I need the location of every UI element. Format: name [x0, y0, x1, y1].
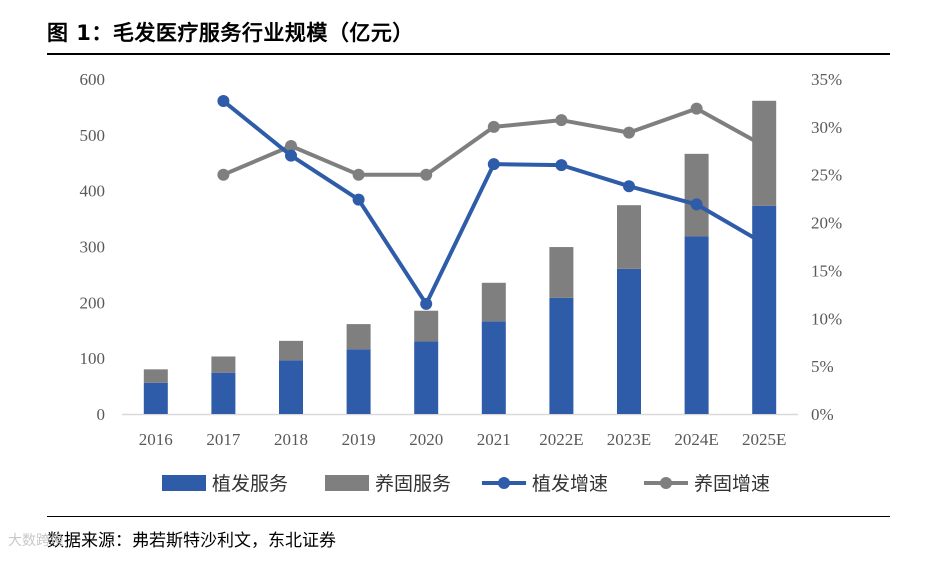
- point-hair-care-growth: [420, 168, 433, 181]
- bar-hair-care: [752, 100, 777, 206]
- point-hair-care-growth: [217, 168, 230, 181]
- point-hair-transplant-growth: [487, 158, 500, 171]
- point-hair-care-growth: [352, 168, 365, 181]
- point-hair-transplant-growth: [555, 159, 568, 172]
- bar-hair-transplant: [481, 321, 506, 414]
- right-tick-label: 20%: [811, 214, 842, 233]
- right-tick-label: 35%: [811, 70, 842, 89]
- bar-series: [143, 100, 777, 414]
- point-hair-transplant-growth: [285, 149, 297, 162]
- x-axis: 2016 2017 2018 2019 2020 2021 2022E 2023E 2024E 2…: [139, 430, 787, 449]
- bar-hair-care: [346, 324, 371, 350]
- point-hair-transplant-growth: [352, 193, 365, 206]
- point-hair-care-growth: [285, 140, 297, 152]
- bar-hair-transplant: [279, 360, 303, 414]
- bar-hair-care: [549, 247, 574, 298]
- top-rule: [47, 53, 890, 55]
- x-tick-label: 2018: [274, 430, 308, 449]
- point-hair-care-growth: [555, 114, 568, 127]
- legend-label: 植发服务: [212, 473, 288, 495]
- left-tick-label: 100: [80, 349, 106, 368]
- right-tick-label: 25%: [811, 166, 842, 185]
- bar-hair-care: [617, 205, 641, 269]
- watermark: 大数跨境: [8, 533, 64, 549]
- left-tick-label: 200: [80, 293, 106, 312]
- legend-swatch-hair-care: [325, 475, 369, 491]
- x-tick-label: 2020: [409, 430, 443, 449]
- x-tick-label: 2019: [342, 430, 376, 449]
- left-tick-label: 300: [80, 238, 106, 257]
- bar-hair-care: [143, 369, 168, 383]
- right-tick-label: 15%: [811, 261, 842, 280]
- bar-hair-transplant: [414, 341, 439, 414]
- left-tick-label: 600: [80, 70, 106, 89]
- x-tick-label: 2025E: [742, 430, 786, 449]
- x-tick-label: 2023E: [607, 430, 651, 449]
- bar-hair-transplant: [617, 268, 641, 414]
- x-tick-label: 2021: [477, 430, 511, 449]
- bar-hair-transplant: [684, 236, 709, 414]
- right-tick-label: 10%: [811, 309, 842, 328]
- point-hair-care-growth: [487, 120, 500, 133]
- source-note: 数据来源：弗若斯特沙利文，东北证券: [47, 531, 336, 551]
- legend-label: 养固服务: [375, 473, 451, 495]
- point-hair-transplant-growth: [217, 95, 230, 108]
- right-tick-label: 0%: [811, 405, 834, 424]
- point-hair-care-growth: [623, 126, 635, 139]
- bar-hair-transplant: [211, 372, 236, 414]
- left-tick-label: 500: [80, 126, 106, 145]
- legend-label: 养固增速: [694, 473, 770, 495]
- bar-hair-care: [684, 153, 709, 237]
- left-tick-label: 0: [97, 405, 106, 424]
- legend-label: 植发增速: [532, 473, 608, 495]
- line-series: [217, 95, 766, 310]
- bar-hair-care: [414, 310, 439, 342]
- left-tick-label: 400: [80, 182, 106, 201]
- point-hair-transplant-growth: [623, 180, 635, 193]
- x-tick-label: 2017: [206, 430, 241, 449]
- bar-hair-care: [211, 356, 236, 373]
- legend-marker: [660, 477, 672, 489]
- bar-hair-care: [279, 340, 303, 361]
- x-tick-label: 2024E: [674, 430, 718, 449]
- point-hair-transplant-growth: [690, 198, 703, 211]
- bar-hair-transplant: [549, 297, 574, 414]
- figure-title: 图 1：毛发医疗服务行业规模（亿元）: [47, 21, 414, 45]
- point-hair-transplant-growth: [420, 297, 433, 310]
- x-tick-label: 2022E: [539, 430, 583, 449]
- legend-swatch-hair-transplant: [162, 475, 206, 491]
- point-hair-care-growth: [690, 102, 703, 115]
- x-tick-label: 2016: [139, 430, 173, 449]
- bar-hair-transplant: [346, 349, 371, 414]
- right-tick-label: 5%: [811, 357, 834, 376]
- right-axis: 0% 5% 10% 15% 20% 25% 30% 35%: [811, 70, 842, 424]
- left-axis: 0 100 200 300 400 500 600: [80, 70, 106, 424]
- legend-marker: [498, 477, 510, 489]
- bar-hair-care: [481, 282, 506, 322]
- legend: 植发服务 养固服务 植发增速 养固增速: [162, 473, 770, 495]
- bar-hair-transplant: [143, 382, 168, 414]
- right-tick-label: 30%: [811, 118, 842, 137]
- bottom-rule: [47, 516, 890, 517]
